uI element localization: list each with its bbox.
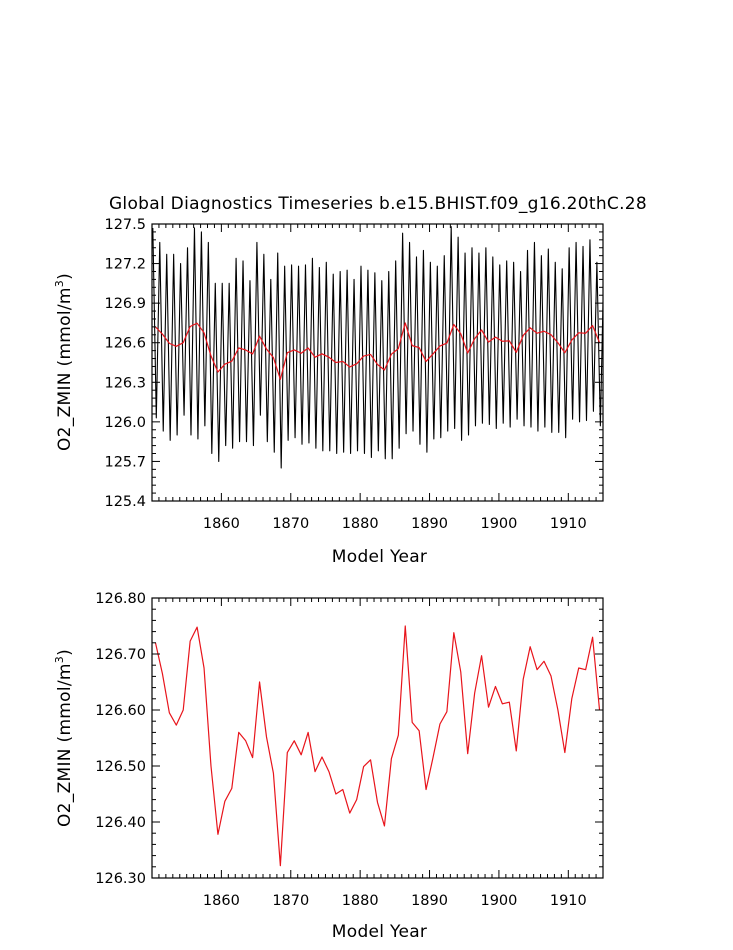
x-tick-label: 1900: [480, 516, 517, 532]
y-axis-label: O2_ZMIN (mmol/m3): [53, 273, 75, 451]
annual-mean-series-line: [155, 626, 599, 866]
y-tick-label: 127.2: [104, 257, 146, 273]
x-tick-label: 1880: [342, 893, 379, 909]
x-tick-label: 1860: [203, 893, 240, 909]
y-tick-label: 126.9: [104, 296, 146, 312]
x-axis-label: Model Year: [332, 547, 427, 567]
y-tick-label: 126.0: [104, 415, 146, 431]
bottom-panel: 1860 1870 1880 1890 1900 1910 126.30 126.40 126.…: [53, 591, 603, 942]
y-tick-label: 126.60: [95, 703, 146, 719]
x-tick-label: 1900: [480, 893, 517, 909]
y-tick-label: 126.70: [95, 647, 146, 663]
x-tick-label: 1860: [203, 516, 240, 532]
y-tick-label: 126.3: [104, 375, 146, 391]
x-tick-label: 1910: [550, 893, 587, 909]
top-panel: 1860 1870 1880 1890 1900 1910 125.4 125.7 126.0 1…: [53, 217, 603, 567]
y-tick-label: 125.4: [104, 494, 146, 510]
y-tick-label: 126.6: [104, 336, 146, 352]
x-tick-label: 1870: [272, 516, 309, 532]
x-tick-label: 1890: [411, 893, 448, 909]
y-tick-label: 127.5: [104, 217, 146, 233]
y-tick-label: 125.7: [104, 454, 146, 470]
y-tick-label: 126.30: [95, 871, 146, 887]
plot-frame: [152, 598, 603, 878]
y-tick-label: 126.50: [95, 759, 146, 775]
plot-area: [155, 626, 599, 866]
x-tick-label: 1910: [550, 516, 587, 532]
y-tick-label: 126.40: [95, 815, 146, 831]
x-axis-label: Model Year: [332, 922, 427, 942]
monthly-series-line: [153, 227, 603, 468]
plot-area: [153, 227, 603, 468]
x-tick-label: 1890: [411, 516, 448, 532]
x-tick-label: 1870: [272, 893, 309, 909]
figure-title: Global Diagnostics Timeseries b.e15.BHIS…: [109, 194, 647, 214]
x-tick-label: 1880: [342, 516, 379, 532]
y-axis-label: O2_ZMIN (mmol/m3): [53, 649, 75, 827]
y-tick-label: 126.80: [95, 591, 146, 607]
